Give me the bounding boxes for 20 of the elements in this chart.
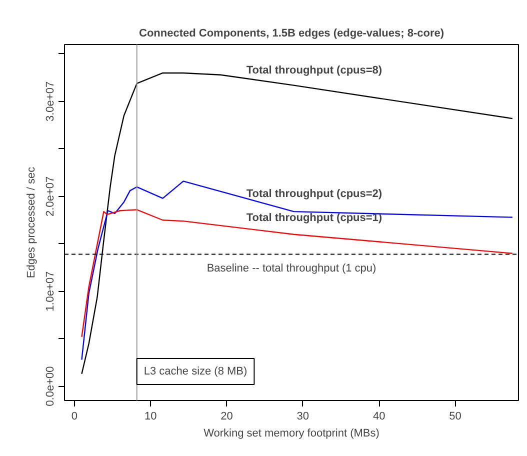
x-tick-label: 30 (296, 410, 310, 422)
y-tick-label: 3.0e+07 (44, 81, 56, 122)
y-tick-label: 0.0e+00 (44, 366, 56, 406)
line-series (81, 209, 514, 338)
x-tick-label: 0 (71, 410, 78, 422)
series-label: Total throughput (cpus=2) (246, 188, 382, 200)
x-tick-label: 50 (449, 410, 462, 422)
x-tick-label: 10 (144, 410, 157, 422)
chart-title: Connected Components, 1.5B edges (edge-values; 8-core) (138, 28, 444, 40)
ref-line-label: L3 cache size (8 MB) (144, 366, 248, 378)
x-tick-label: 40 (372, 410, 386, 422)
line-series (81, 180, 514, 360)
ref-line-label: Baseline -- total throughput (1 cpu) (206, 262, 376, 274)
series-label: Total throughput (cpus=1) (246, 212, 382, 224)
x-tick-label: 20 (220, 410, 233, 422)
x-axis-title: Working set memory footprint (MBs) (204, 428, 380, 440)
series-label: Total throughput (cpus=8) (246, 64, 382, 76)
y-tick-label: 2.0e+07 (44, 176, 56, 216)
y-axis-title: Edges processed / sec (26, 166, 38, 278)
y-tick-label: 1.0e+07 (44, 271, 56, 312)
